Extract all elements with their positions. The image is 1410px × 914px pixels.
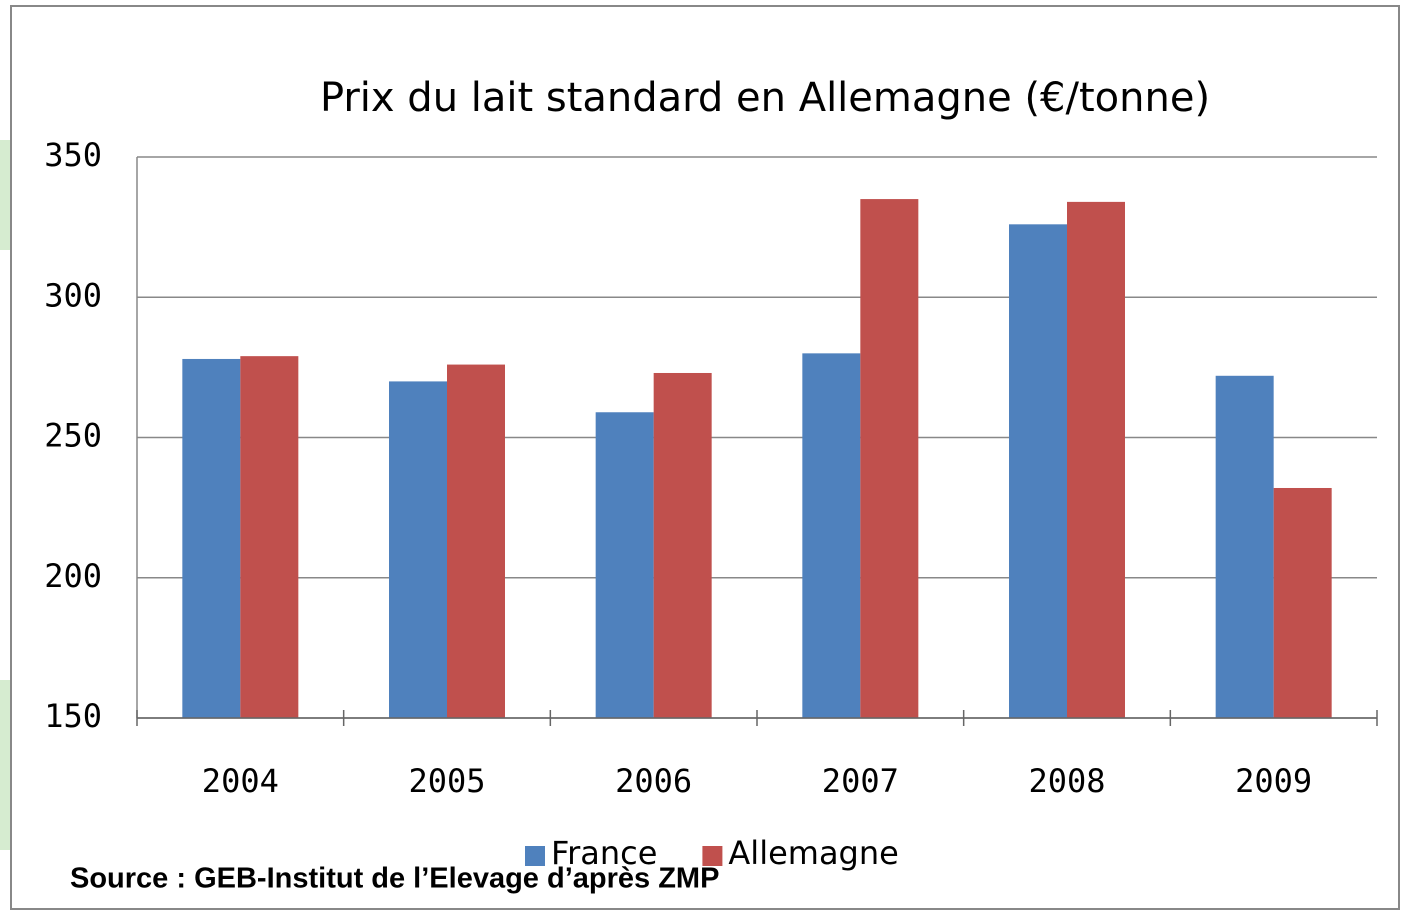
x-tick-label: 2009 [1235, 762, 1312, 800]
y-tick-label: 250 [44, 417, 102, 455]
bar [1273, 487, 1332, 718]
bar [860, 199, 919, 718]
y-tick-label: 150 [44, 697, 102, 735]
bar [1067, 201, 1125, 718]
decoration [0, 680, 12, 850]
decoration [0, 140, 12, 250]
bar [240, 356, 299, 718]
bar [653, 372, 712, 718]
legend-label: France [551, 834, 657, 872]
bar [1215, 375, 1274, 718]
x-tick-label: 2004 [202, 762, 279, 800]
chart-title: Prix du lait standard en Allemagne (€/to… [320, 75, 1210, 121]
x-tick-label: 2008 [1028, 762, 1105, 800]
legend-swatch [702, 846, 723, 866]
bar [802, 353, 861, 718]
x-tick-label: 2005 [408, 762, 485, 800]
x-tick-label: 2006 [615, 762, 692, 800]
x-tick-label: 2007 [822, 762, 899, 800]
y-tick-label: 200 [44, 557, 102, 595]
bar [389, 381, 447, 718]
y-tick-label: 300 [44, 276, 102, 314]
bar [182, 358, 241, 718]
legend-label: Allemagne [728, 834, 898, 872]
source-note: Source : GEB-Institut de l’Elevage d’apr… [70, 863, 719, 895]
bar [447, 364, 505, 718]
legend-swatch [525, 846, 545, 866]
bar [595, 412, 654, 718]
bar [1009, 224, 1067, 718]
y-tick-label: 350 [44, 136, 102, 174]
